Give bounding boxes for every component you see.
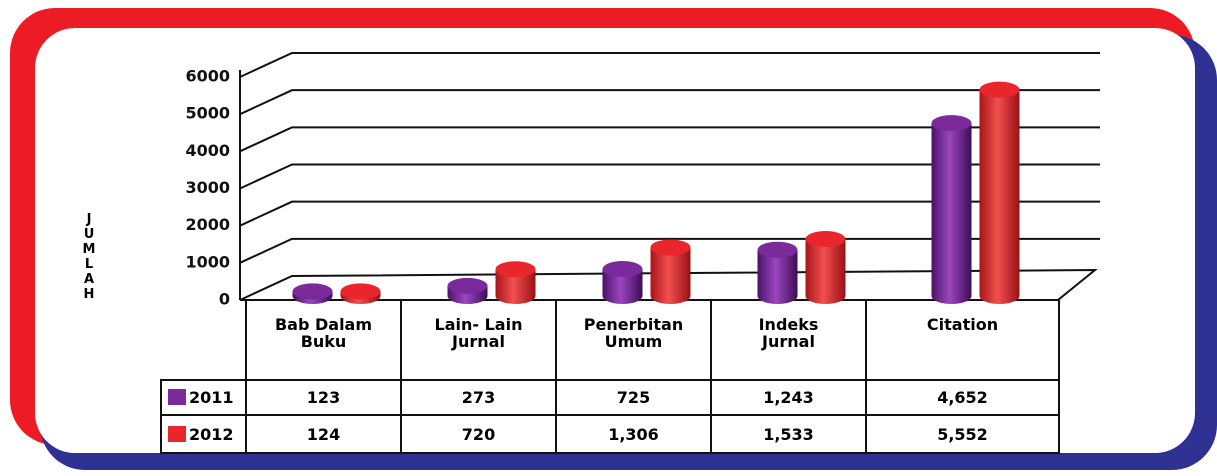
- category-cell: Penerbitan Umum: [555, 300, 712, 381]
- cylinder: [602, 261, 643, 304]
- value-cell: 5,552: [865, 414, 1060, 454]
- cylinder-top: [292, 283, 333, 300]
- cylinder-top: [931, 115, 972, 132]
- legend-label: 2012: [189, 424, 234, 444]
- blank-cell: [161, 300, 246, 380]
- cylinder: [979, 81, 1020, 304]
- category-label: Citation: [926, 315, 999, 334]
- cylinder-top: [495, 261, 536, 278]
- y-tick-label: 3000: [185, 178, 230, 197]
- value-cell: 1,243: [710, 379, 867, 416]
- y-axis-label: JUMLAH: [82, 212, 96, 302]
- category-cell: Bab Dalam Buku: [245, 300, 402, 381]
- value-cell: 1,306: [555, 414, 712, 454]
- cylinder: [495, 261, 536, 304]
- legend-swatch: [168, 389, 186, 405]
- cylinder: [931, 115, 972, 304]
- cylinder-body: [931, 123, 972, 304]
- value-cell: 1,533: [710, 414, 867, 454]
- cylinder-body: [650, 247, 691, 304]
- category-cell: Indeks Jurnal: [710, 300, 867, 381]
- cylinder-top: [650, 239, 691, 256]
- grid-line: [239, 52, 1100, 78]
- value-cell: 4,652: [865, 379, 1060, 416]
- cylinder: [757, 241, 798, 304]
- value-cell: 123: [245, 379, 402, 416]
- y-tick-label: 0: [219, 290, 230, 309]
- grid-line: [239, 200, 1100, 227]
- cylinder: [805, 231, 846, 304]
- category-cell: Lain- Lain Jurnal: [400, 300, 557, 381]
- category-label: Bab Dalam Buku: [274, 315, 373, 351]
- category-label: Indeks Jurnal: [758, 315, 819, 351]
- cylinder-top: [805, 231, 846, 248]
- data-table: Bab Dalam Buku Lain- Lain Jurnal Penerbita…: [160, 300, 1060, 454]
- grid-line: [239, 163, 1100, 190]
- y-tick-label: 5000: [185, 104, 230, 123]
- category-label: Lain- Lain Jurnal: [434, 315, 523, 351]
- category-label: Penerbitan Umum: [583, 315, 684, 351]
- cylinder-top: [340, 283, 381, 300]
- cylinder: [447, 277, 488, 304]
- legend-cell: 2011: [160, 379, 247, 416]
- cylinder-body: [979, 89, 1020, 304]
- cylinder-body: [602, 269, 643, 304]
- legend-label: 2011: [189, 388, 234, 407]
- cylinder-body: [757, 249, 798, 304]
- value-cell: 124: [245, 414, 402, 454]
- grid-line: [239, 89, 1100, 116]
- cylinder-top: [757, 241, 798, 258]
- cylinder-top: [979, 81, 1020, 98]
- y-tick-label: 1000: [185, 252, 230, 271]
- y-tick-label: 2000: [185, 215, 230, 234]
- value-cell: 273: [400, 379, 557, 416]
- value-cell: 720: [400, 414, 557, 454]
- cylinder-body: [495, 269, 536, 304]
- y-tick-label: 4000: [185, 141, 230, 160]
- category-cell: Citation: [865, 300, 1060, 381]
- cylinder-top: [447, 277, 488, 294]
- legend-swatch: [168, 425, 186, 442]
- y-tick-label: 6000: [185, 67, 230, 86]
- cylinder-body: [805, 239, 846, 304]
- cylinder-top: [602, 261, 643, 278]
- value-cell: 725: [555, 379, 712, 416]
- legend-cell: 2012: [160, 414, 247, 454]
- grid-line: [239, 126, 1100, 153]
- cylinder: [650, 239, 691, 304]
